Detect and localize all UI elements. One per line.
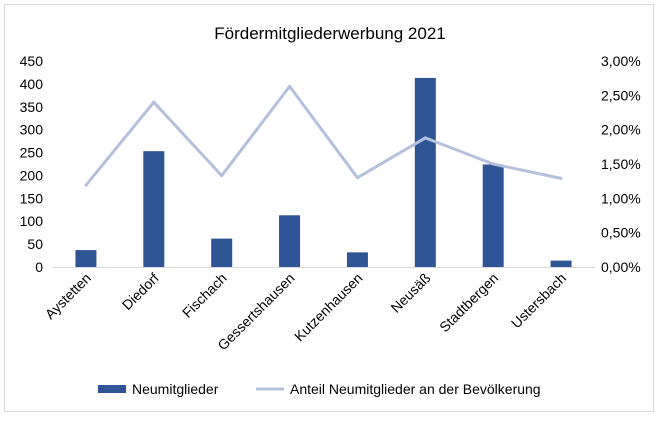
- bar-stadtbergen: [482, 164, 504, 267]
- y-right-tick-label: 2,00%: [601, 122, 641, 138]
- legend-swatch-bar: [98, 385, 126, 393]
- y-right-tick-label: 1,00%: [601, 190, 641, 206]
- line-series: [84, 84, 563, 187]
- bar-gessertshausen: [279, 215, 301, 267]
- y-left-tick-label: 450: [20, 53, 44, 69]
- x-tick-label: Fischach: [179, 270, 230, 321]
- bar-kutzenhausen: [346, 252, 368, 267]
- chart-frame: Fördermitgliederwerbung 2021 0 50 100 150 20…: [4, 4, 654, 412]
- bar-aystetten: [75, 250, 97, 267]
- legend-label-line: Anteil Neumitglieder an der Bevölkerung: [290, 381, 541, 397]
- chart-title: Fördermitgliederwerbung 2021: [214, 24, 446, 43]
- y-left-tick-label: 0: [35, 259, 43, 275]
- x-tick-label: Kutzenhausen: [291, 270, 366, 345]
- y-left-tick-label: 400: [20, 76, 44, 92]
- x-tick-label: Aystetten: [42, 270, 94, 322]
- y-right-tick-label: 3,00%: [601, 53, 641, 69]
- line-point: [288, 84, 292, 88]
- line-path: [84, 84, 562, 187]
- y-left-tick-label: 350: [20, 99, 44, 115]
- right-axis: 0,00% 0,50% 1,00% 1,50% 2,00% 2,50% 3,00%: [601, 53, 641, 275]
- y-right-tick-label: 2,50%: [601, 87, 641, 103]
- legend: Neumitglieder Anteil Neumitglieder an de…: [98, 381, 541, 397]
- bar-fischach: [211, 238, 233, 267]
- line-point: [84, 183, 88, 187]
- y-left-tick-label: 50: [27, 236, 43, 252]
- line-point: [355, 176, 359, 180]
- x-tick-label: Ustersbach: [508, 270, 569, 331]
- line-point: [559, 176, 563, 180]
- y-right-tick-label: 1,50%: [601, 156, 641, 172]
- line-point: [220, 174, 224, 178]
- y-left-tick-label: 100: [20, 213, 44, 229]
- x-tick-label: Stadtbergen: [436, 270, 501, 335]
- y-left-tick-label: 300: [20, 122, 44, 138]
- line-point: [423, 136, 427, 140]
- legend-label-bar: Neumitglieder: [132, 381, 219, 397]
- y-right-tick-label: 0,50%: [601, 225, 641, 241]
- y-right-tick-label: 0,00%: [601, 259, 641, 275]
- line-point: [152, 100, 156, 104]
- chart: Fördermitgliederwerbung 2021 0 50 100 150 20…: [20, 24, 641, 397]
- y-left-tick-label: 150: [20, 190, 44, 206]
- bar-ustersbach: [550, 260, 572, 267]
- y-left-tick-label: 250: [20, 145, 44, 161]
- bar-neusäß: [414, 77, 436, 267]
- bar-series: [75, 77, 572, 267]
- y-left-tick-label: 200: [20, 167, 44, 183]
- x-axis-labels: Aystetten Diedorf FischachGessertshausenKu…: [42, 270, 570, 353]
- bar-diedorf: [143, 151, 165, 267]
- x-tick-label: Diedorf: [119, 270, 162, 313]
- line-point: [491, 162, 495, 166]
- x-tick-label: Neusäß: [387, 270, 433, 316]
- left-axis: 0 50 100 150 200 250 300 350 400 450: [20, 53, 595, 275]
